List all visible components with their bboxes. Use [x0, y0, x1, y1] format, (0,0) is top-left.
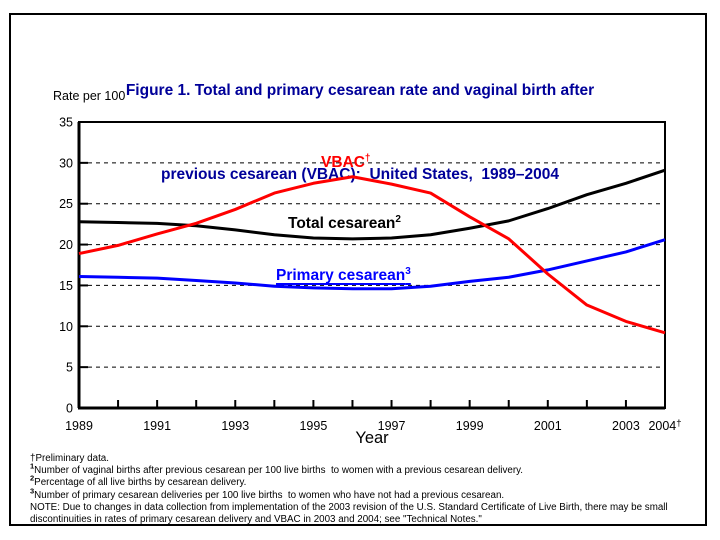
series-line-primary-cesarean — [78, 238, 666, 291]
footnote-marker: 3 — [30, 486, 35, 496]
y-tick-label: 5 — [66, 361, 73, 375]
x-tick-label: 2004† — [648, 418, 681, 433]
series-label-text: Primary cesarean — [276, 267, 406, 284]
footnote-line: 2Percentage of all live births by cesare… — [30, 474, 247, 489]
y-tick-label: 30 — [59, 156, 73, 170]
figure-title-line2: previous cesarean (VBAC): United States,… — [160, 166, 559, 183]
y-tick-label: 15 — [59, 279, 73, 293]
y-tick-label: 35 — [59, 116, 73, 130]
x-tick-label: 1989 — [65, 419, 93, 433]
footnote-line: 1Number of vaginal births after previous… — [30, 461, 523, 477]
x-axis-title: Year — [355, 429, 389, 447]
x-tick-label: 1993 — [221, 419, 249, 433]
x-tick-label: 1999 — [456, 419, 484, 433]
figure-title-line1: Figure 1. Total and primary cesarean rat… — [125, 82, 595, 99]
series-label-text: VBAC — [321, 154, 365, 171]
plot-frame — [78, 121, 666, 409]
x-tick-label: 1995 — [299, 419, 327, 433]
series-label-superscript: 2 — [395, 213, 401, 225]
x-tick-label: 1997 — [378, 419, 406, 433]
figure-title: Figure 1. Total and primary cesarean rat… — [30, 21, 690, 245]
footnote-marker: 1 — [30, 461, 35, 471]
x-tick-label: 2003 — [612, 419, 640, 433]
footnote-line: 3Number of primary cesarean deliveries p… — [30, 486, 505, 501]
x-tick-label: 1991 — [143, 419, 171, 433]
series-line-total-cesarean — [78, 168, 666, 241]
y-tick-label: 20 — [59, 238, 73, 252]
y-tick-label: 25 — [59, 197, 73, 211]
series-label-vbac: VBAC† — [321, 152, 371, 172]
x-tick-label: 2001 — [534, 419, 562, 433]
footnote-marker: 2 — [30, 474, 35, 484]
series-label-total-cesarean: Total cesarean2 — [288, 213, 401, 233]
footnote-line: †Preliminary data. — [30, 453, 109, 464]
series-label-superscript: 3 — [405, 265, 411, 277]
footnotes: †Preliminary data. 1Number of vaginal bir… — [30, 453, 694, 526]
y-tick-label: 10 — [59, 320, 73, 334]
series-line-vbac — [78, 175, 666, 335]
series-label-superscript: † — [364, 152, 371, 164]
series-label-text: Total cesarean — [288, 215, 396, 232]
y-tick-label: 0 — [66, 402, 73, 416]
series-label-primary-cesarean: Primary cesarean3 — [276, 265, 411, 285]
figure-border — [9, 13, 707, 526]
footnote-line: NOTE: Due to changes in data collection … — [30, 501, 671, 526]
y-axis-title: Rate per 100 — [53, 89, 126, 103]
